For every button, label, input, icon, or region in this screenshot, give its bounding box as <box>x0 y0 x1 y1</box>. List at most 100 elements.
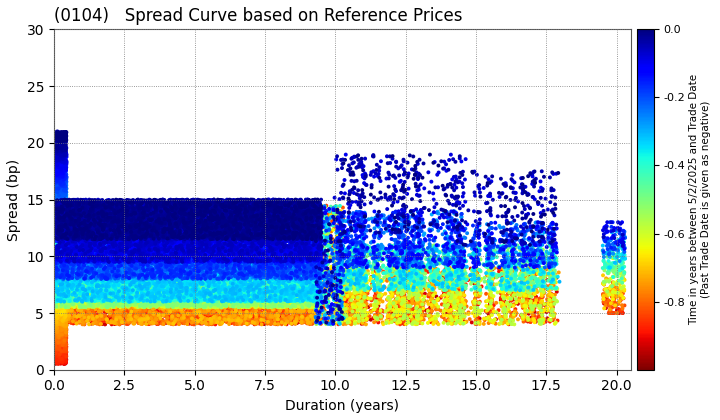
Point <box>454 263 465 270</box>
Point <box>333 286 345 292</box>
Point <box>340 246 351 253</box>
Point <box>125 198 136 205</box>
Point <box>98 290 109 297</box>
Point <box>248 245 259 252</box>
Point <box>295 309 307 316</box>
Point <box>59 304 71 310</box>
Point <box>109 293 120 300</box>
Point <box>157 229 168 236</box>
Point <box>123 227 135 234</box>
Point <box>155 287 166 294</box>
Point <box>519 220 531 227</box>
Point <box>59 169 71 176</box>
Point <box>446 276 457 283</box>
Point <box>143 241 155 248</box>
Point <box>117 302 129 309</box>
Point <box>532 262 544 269</box>
Point <box>274 271 285 278</box>
Point <box>53 215 64 222</box>
Point <box>225 301 237 307</box>
Point <box>426 294 438 300</box>
Point <box>210 294 222 301</box>
Point <box>257 234 269 241</box>
Point <box>81 282 92 289</box>
Point <box>177 222 189 229</box>
Point <box>297 283 309 289</box>
Point <box>181 200 192 207</box>
Point <box>259 208 271 215</box>
Point <box>184 291 196 297</box>
Point <box>51 284 63 291</box>
Point <box>54 132 66 139</box>
Point <box>212 219 224 226</box>
Point <box>159 231 171 237</box>
Point <box>301 214 312 221</box>
Point <box>50 200 62 207</box>
Point <box>316 286 328 292</box>
Point <box>95 265 107 272</box>
Point <box>140 233 152 240</box>
Point <box>307 221 318 228</box>
Point <box>91 255 102 261</box>
Point <box>122 253 134 260</box>
Point <box>69 255 81 262</box>
Point <box>453 237 464 244</box>
Point <box>199 221 211 228</box>
Point <box>184 257 196 264</box>
Point <box>279 202 290 209</box>
Point <box>267 222 279 229</box>
Point <box>270 234 282 240</box>
Point <box>400 278 412 285</box>
Point <box>170 205 181 211</box>
Point <box>250 275 261 282</box>
Point <box>443 274 454 281</box>
Point <box>365 309 377 315</box>
Point <box>55 310 67 317</box>
Point <box>112 266 124 273</box>
Point <box>269 237 281 244</box>
Point <box>60 272 71 279</box>
Point <box>130 247 141 253</box>
Point <box>217 224 229 231</box>
Point <box>234 214 246 220</box>
Point <box>53 153 64 160</box>
Point <box>618 276 629 282</box>
Point <box>311 295 323 302</box>
Point <box>275 291 287 297</box>
Point <box>248 281 260 287</box>
Point <box>68 253 80 260</box>
Point <box>60 250 72 257</box>
Point <box>315 288 326 294</box>
Point <box>85 233 96 240</box>
Point <box>230 213 241 220</box>
Point <box>130 300 142 307</box>
Point <box>55 224 67 231</box>
Point <box>226 236 238 242</box>
Point <box>115 197 127 204</box>
Point <box>59 182 71 189</box>
Point <box>51 190 63 197</box>
Point <box>158 242 170 249</box>
Point <box>387 310 398 317</box>
Point <box>148 260 159 267</box>
Point <box>141 250 153 257</box>
Point <box>222 290 234 297</box>
Point <box>178 219 189 226</box>
Point <box>89 317 101 323</box>
Point <box>528 231 539 238</box>
Point <box>111 296 122 302</box>
Point <box>111 268 122 275</box>
Point <box>190 231 202 238</box>
Point <box>202 209 213 215</box>
Point <box>223 217 235 223</box>
Point <box>103 271 114 278</box>
Point <box>86 230 97 237</box>
Point <box>238 273 250 280</box>
Point <box>474 227 485 234</box>
Point <box>222 252 234 259</box>
Point <box>148 229 160 236</box>
Point <box>474 216 485 223</box>
Point <box>54 257 66 263</box>
Point <box>158 217 169 223</box>
Point <box>99 207 111 214</box>
